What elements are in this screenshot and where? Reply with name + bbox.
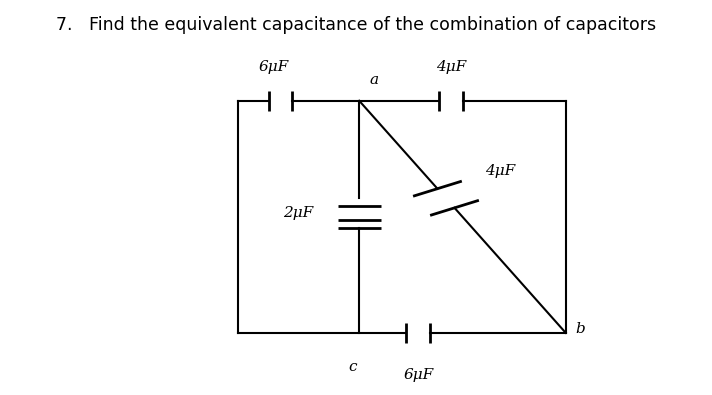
Text: a: a bbox=[369, 73, 378, 87]
Text: c: c bbox=[348, 360, 357, 374]
Text: 7.   Find the equivalent capacitance of the combination of capacitors: 7. Find the equivalent capacitance of th… bbox=[56, 16, 656, 34]
Text: 4μF: 4μF bbox=[486, 164, 515, 178]
Text: b: b bbox=[575, 322, 585, 336]
Text: 6μF: 6μF bbox=[403, 368, 434, 382]
Text: 2μF: 2μF bbox=[283, 206, 313, 220]
Text: 4μF: 4μF bbox=[436, 60, 466, 74]
Text: 6μF: 6μF bbox=[259, 60, 289, 74]
